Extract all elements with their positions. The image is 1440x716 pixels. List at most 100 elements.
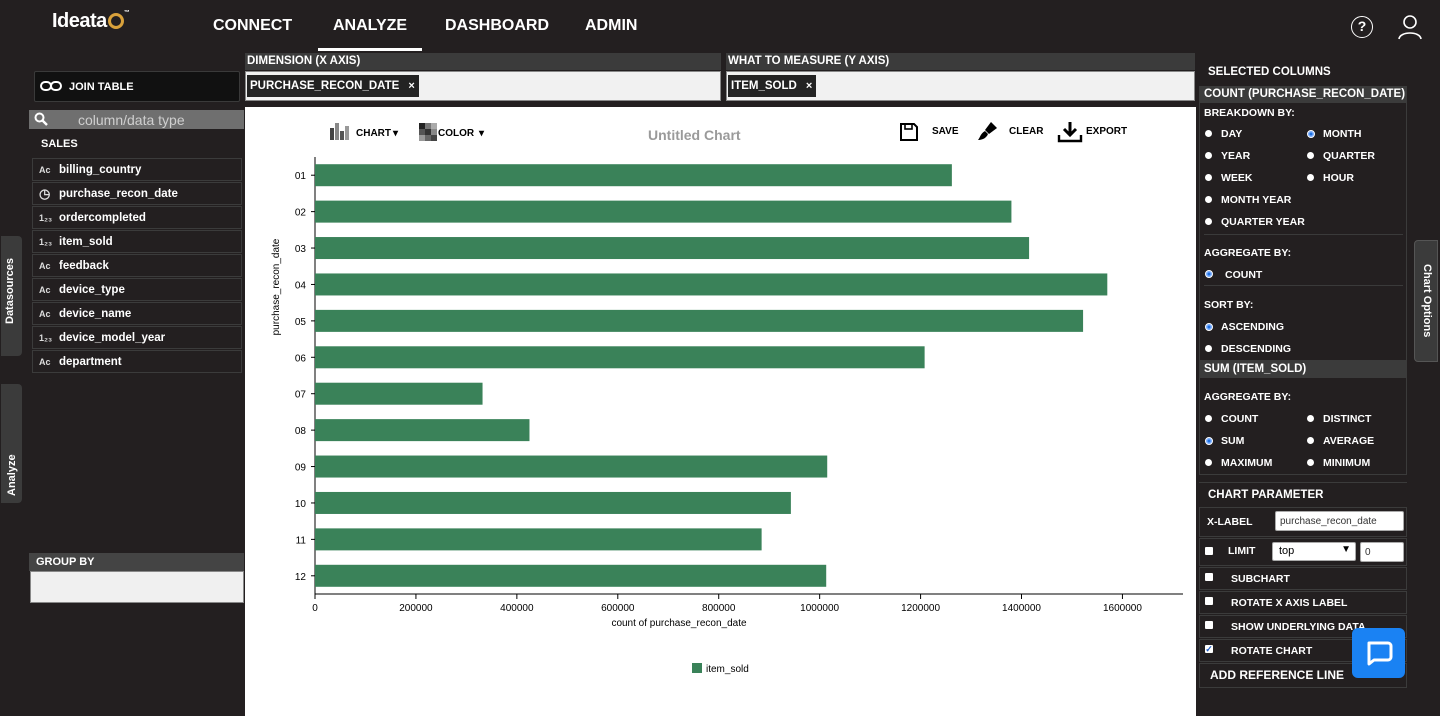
sum-aggregate-minimum-radio[interactable] bbox=[1307, 459, 1314, 466]
sum-aggregate-average-label[interactable]: AVERAGE bbox=[1323, 435, 1375, 447]
measure-chip[interactable]: ITEM_SOLD × bbox=[728, 75, 817, 97]
column-search-input[interactable] bbox=[60, 110, 240, 129]
show-underlying-checkbox[interactable] bbox=[1205, 621, 1213, 629]
limit-select[interactable]: top ▼ bbox=[1272, 542, 1356, 561]
sum-aggregate-sum-label[interactable]: SUM bbox=[1221, 435, 1245, 447]
chart-type-button[interactable]: CHART bbox=[356, 128, 391, 139]
dimension-dropzone[interactable]: PURCHASE_RECON_DATE × bbox=[245, 71, 721, 101]
chip-remove-icon[interactable]: × bbox=[408, 80, 415, 92]
sum-aggregate-sum-radio[interactable] bbox=[1205, 437, 1213, 445]
breakdown-quarter-radio[interactable] bbox=[1307, 152, 1314, 159]
breakdown-week-radio[interactable] bbox=[1205, 174, 1212, 181]
dimension-chip[interactable]: PURCHASE_RECON_DATE × bbox=[247, 75, 419, 97]
y-tick-label: 11 bbox=[296, 535, 307, 546]
show-underlying-label[interactable]: SHOW UNDERLYING DATA bbox=[1231, 621, 1366, 633]
chart-options-tab[interactable]: Chart Options bbox=[1414, 240, 1438, 362]
sum-aggregate-average-radio[interactable] bbox=[1307, 437, 1314, 444]
breakdown-quarter-year-label[interactable]: QUARTER YEAR bbox=[1221, 216, 1305, 228]
breakdown-month-year-label[interactable]: MONTH YEAR bbox=[1221, 194, 1292, 206]
help-circle-icon[interactable]: ? bbox=[1351, 16, 1373, 38]
number-type-icon: 1₂₃ bbox=[39, 332, 53, 343]
breakdown-year-radio[interactable] bbox=[1205, 152, 1212, 159]
breakdown-hour-radio[interactable] bbox=[1307, 174, 1314, 181]
sum-aggregate-distinct-radio[interactable] bbox=[1307, 415, 1314, 422]
column-item-ordercompleted[interactable]: 1₂₃ ordercompleted bbox=[32, 206, 242, 229]
count-column-panel bbox=[1199, 103, 1407, 361]
breakdown-month-label[interactable]: MONTH bbox=[1323, 128, 1362, 140]
aggregate-count-label[interactable]: COUNT bbox=[1225, 269, 1263, 281]
aggregate-count-radio[interactable] bbox=[1205, 270, 1213, 278]
brush-icon[interactable] bbox=[977, 120, 999, 142]
save-icon[interactable] bbox=[899, 122, 919, 142]
rotate-chart-checkbox[interactable]: ✓ bbox=[1205, 644, 1213, 654]
rotate-x-checkbox[interactable] bbox=[1205, 597, 1213, 605]
limit-input[interactable] bbox=[1360, 542, 1404, 562]
color-palette-icon[interactable] bbox=[419, 123, 437, 141]
breakdown-day-radio[interactable] bbox=[1205, 130, 1212, 137]
color-button[interactable]: COLOR bbox=[438, 128, 475, 139]
column-item-label: feedback bbox=[59, 259, 109, 272]
group-by-dropzone[interactable] bbox=[30, 571, 244, 603]
nav-dashboard[interactable]: DASHBOARD bbox=[445, 17, 549, 34]
chat-launcher-button[interactable] bbox=[1352, 628, 1405, 678]
analyze-tab[interactable]: Analyze bbox=[1, 384, 22, 503]
xlabel-input[interactable] bbox=[1275, 511, 1404, 531]
chevron-down-icon[interactable]: ▾ bbox=[393, 128, 399, 139]
column-item-department[interactable]: Ac department bbox=[32, 350, 242, 373]
sum-aggregate-maximum-radio[interactable] bbox=[1205, 459, 1212, 466]
join-table-button[interactable]: JOIN TABLE bbox=[34, 71, 240, 102]
number-type-icon: 1₂₃ bbox=[39, 236, 53, 247]
datasources-tab[interactable]: Datasources bbox=[1, 236, 22, 356]
download-icon[interactable] bbox=[1057, 121, 1083, 143]
breakdown-month-year-radio[interactable] bbox=[1205, 196, 1212, 203]
measure-dropzone[interactable]: ITEM_SOLD × bbox=[726, 71, 1195, 101]
add-reference-line-button[interactable]: ADD REFERENCE LINE bbox=[1210, 668, 1345, 682]
sort-ascending-label[interactable]: ASCENDING bbox=[1221, 321, 1285, 333]
limit-checkbox[interactable] bbox=[1205, 547, 1213, 555]
rotate-chart-label[interactable]: ROTATE CHART bbox=[1231, 645, 1313, 657]
export-button[interactable]: EXPORT bbox=[1086, 126, 1128, 137]
rotate-x-label[interactable]: ROTATE X AXIS LABEL bbox=[1231, 597, 1348, 609]
bar-09 bbox=[315, 455, 828, 478]
column-item-item-sold[interactable]: 1₂₃ item_sold bbox=[32, 230, 242, 253]
count-column-header: COUNT (PURCHASE_RECON_DATE) bbox=[1199, 86, 1407, 103]
nav-connect[interactable]: CONNECT bbox=[213, 17, 293, 34]
sum-aggregate-distinct-label[interactable]: DISTINCT bbox=[1323, 413, 1372, 425]
breakdown-week-label[interactable]: WEEK bbox=[1221, 172, 1253, 184]
sort-descending-label[interactable]: DESCENDING bbox=[1221, 343, 1292, 355]
bar-12 bbox=[315, 564, 827, 587]
app-logo[interactable]: Ideata ™ bbox=[52, 10, 130, 32]
bar-chart-icon[interactable] bbox=[329, 122, 351, 140]
breakdown-month-radio[interactable] bbox=[1307, 130, 1315, 138]
breakdown-day-label[interactable]: DAY bbox=[1221, 128, 1243, 140]
sort-ascending-radio[interactable] bbox=[1205, 323, 1213, 331]
sum-aggregate-maximum-label[interactable]: MAXIMUM bbox=[1221, 457, 1273, 469]
sum-aggregate-minimum-label[interactable]: MINIMUM bbox=[1323, 457, 1371, 469]
column-item-purchase-recon-date[interactable]: ◷ purchase_recon_date bbox=[32, 182, 242, 205]
sum-aggregate-count-radio[interactable] bbox=[1205, 415, 1212, 422]
user-icon[interactable] bbox=[1398, 14, 1422, 40]
sort-descending-radio[interactable] bbox=[1205, 345, 1212, 352]
nav-analyze[interactable]: ANALYZE bbox=[318, 17, 423, 51]
sum-aggregate-count-label[interactable]: COUNT bbox=[1221, 413, 1259, 425]
nav-admin[interactable]: ADMIN bbox=[585, 17, 638, 34]
column-item-device-type[interactable]: Ac device_type bbox=[32, 278, 242, 301]
breakdown-hour-label[interactable]: HOUR bbox=[1323, 172, 1354, 184]
column-item-device-model-year[interactable]: 1₂₃ device_model_year bbox=[32, 326, 242, 349]
subchart-label[interactable]: SUBCHART bbox=[1231, 573, 1290, 585]
column-item-feedback[interactable]: Ac feedback bbox=[32, 254, 242, 277]
clear-button[interactable]: CLEAR bbox=[1009, 126, 1044, 137]
column-item-label: department bbox=[59, 355, 122, 368]
breakdown-year-label[interactable]: YEAR bbox=[1221, 150, 1251, 162]
xlabel-label: X-LABEL bbox=[1207, 516, 1253, 528]
number-type-icon: 1₂₃ bbox=[39, 212, 53, 223]
save-button[interactable]: SAVE bbox=[932, 126, 959, 137]
breakdown-quarter-year-radio[interactable] bbox=[1205, 218, 1212, 225]
chevron-down-icon[interactable]: ▾ bbox=[479, 128, 485, 139]
chip-remove-icon[interactable]: × bbox=[805, 80, 813, 92]
breakdown-quarter-label[interactable]: QUARTER bbox=[1323, 150, 1375, 162]
column-item-device-name[interactable]: Ac device_name bbox=[32, 302, 242, 325]
column-item-billing-country[interactable]: Ac billing_country bbox=[32, 158, 242, 181]
chart-title[interactable]: Untitled Chart bbox=[648, 127, 741, 143]
subchart-checkbox[interactable] bbox=[1205, 573, 1213, 581]
